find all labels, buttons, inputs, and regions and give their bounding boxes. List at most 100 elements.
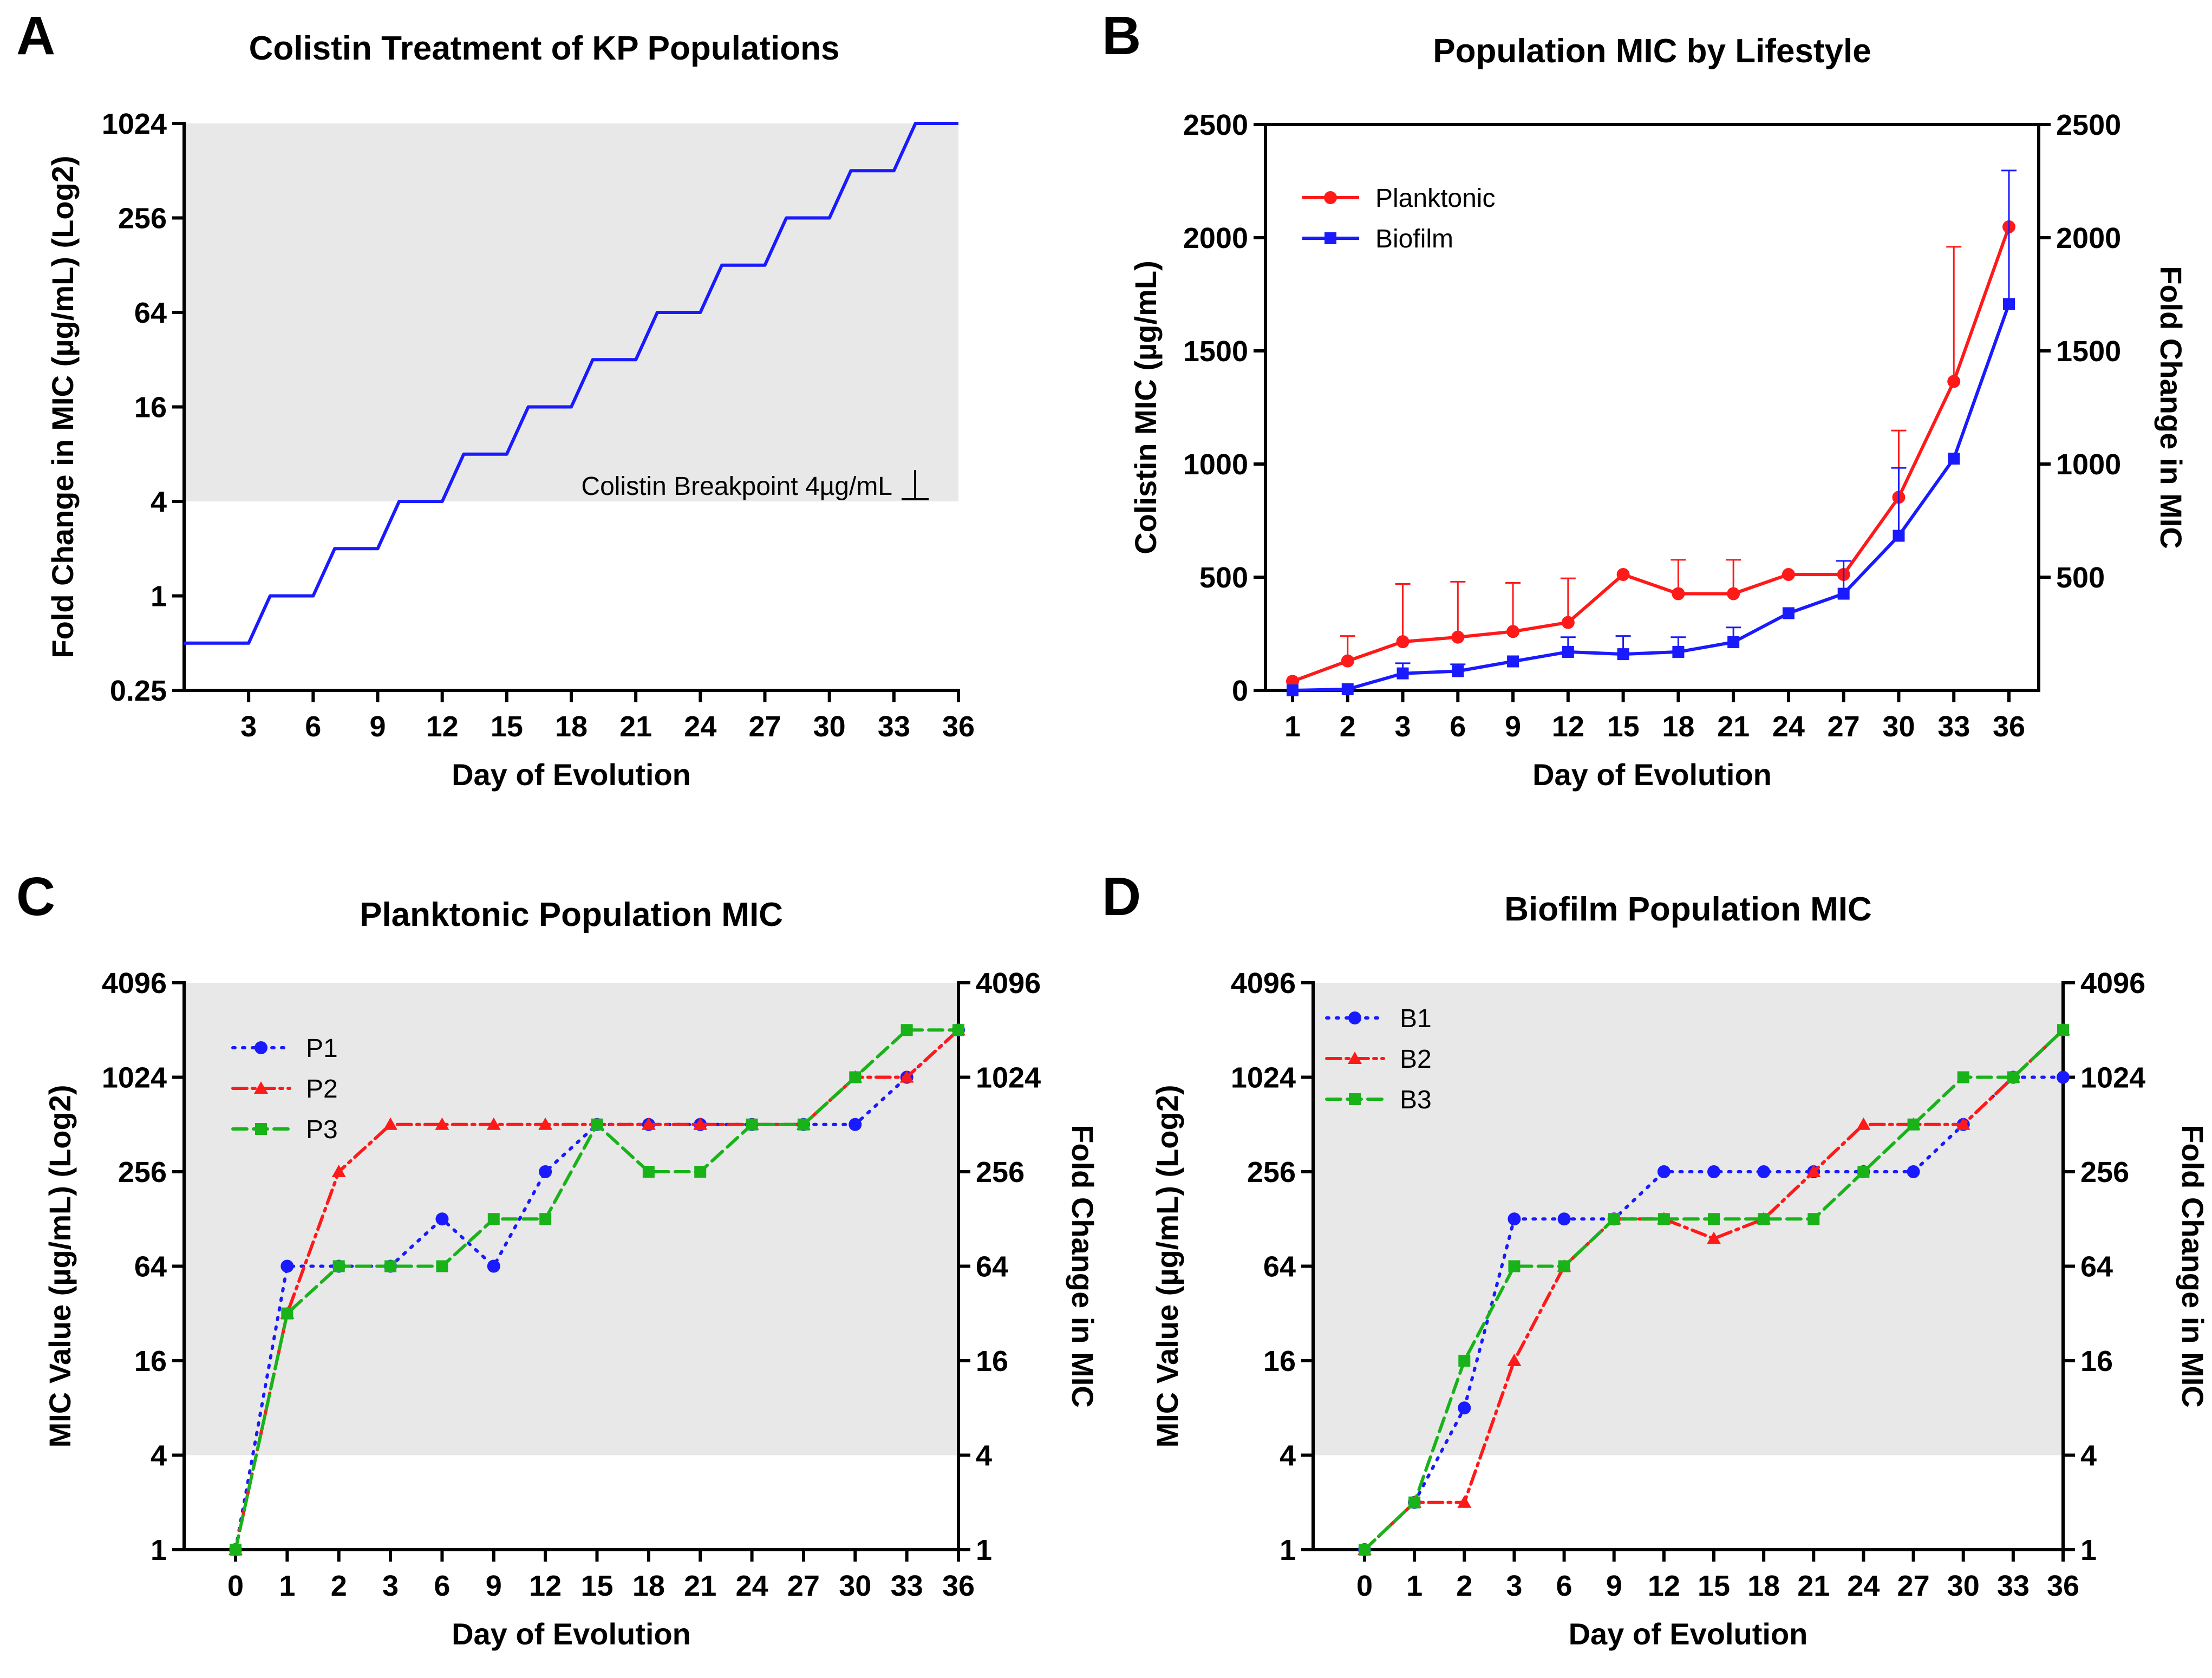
panel-letter: B	[1102, 5, 1141, 66]
data-point	[1616, 567, 1630, 581]
legend-entry: P1	[231, 1034, 338, 1063]
x-tick-label: 12	[426, 710, 459, 743]
x-tick-label: 27	[1897, 1570, 1930, 1602]
x-tick-label: 30	[1947, 1570, 1980, 1602]
data-point	[487, 1259, 500, 1273]
x-tick-label: 18	[1747, 1570, 1780, 1602]
series-line	[184, 122, 958, 645]
data-point	[1458, 1355, 1471, 1367]
y-tick-label: 256	[1247, 1156, 1296, 1189]
data-point	[486, 1117, 501, 1130]
x-tick-label: 1	[279, 1570, 295, 1602]
data-point	[1857, 1166, 1870, 1178]
x-tick-label: 1	[1284, 710, 1301, 743]
data-point	[383, 1117, 398, 1130]
y-tick-label-right: 2000	[2056, 222, 2121, 254]
y-tick-label-right: 4	[2080, 1440, 2097, 1472]
legend-swatch-marker	[1349, 1093, 1361, 1105]
x-tick-label: 30	[813, 710, 846, 743]
y-tick-label-right: 4096	[2080, 967, 2145, 1000]
data-point	[1508, 1212, 1521, 1226]
data-point	[1707, 1231, 1721, 1244]
x-tick-label: 3	[240, 710, 257, 743]
x-tick-label: 33	[1937, 710, 1970, 743]
data-point	[1856, 1117, 1871, 1130]
series-biofilm	[1287, 169, 2017, 696]
legend-label: B2	[1400, 1045, 1432, 1074]
y-tick-label-right: 16	[976, 1345, 1008, 1377]
data-point	[1947, 375, 1961, 388]
x-tick-label: 27	[1828, 710, 1860, 743]
chart-title: Planktonic Population MIC	[360, 896, 783, 933]
legend-entry: P2	[231, 1075, 338, 1104]
y-tick-label: 64	[134, 297, 167, 329]
data-point	[436, 1260, 448, 1272]
x-tick-label: 18	[1662, 710, 1694, 743]
data-point	[1708, 1213, 1720, 1225]
data-point	[1507, 1354, 1522, 1366]
legend-entry: B2	[1325, 1045, 1432, 1074]
x-tick-label: 15	[491, 710, 523, 743]
x-axis-title: Day of Evolution	[452, 758, 691, 792]
data-point	[331, 1165, 346, 1177]
data-point	[1359, 1544, 1371, 1556]
data-point	[1758, 1213, 1770, 1225]
y-tick-label: 0	[1232, 675, 1248, 707]
data-point	[1672, 645, 1685, 658]
y-tick-label: 4096	[102, 967, 167, 1000]
data-point	[1907, 1165, 1920, 1178]
legend-entry: Biofilm	[1302, 225, 1453, 253]
data-point	[1782, 607, 1795, 619]
chart-title: Population MIC by Lifestyle	[1433, 32, 1871, 70]
data-point	[1341, 654, 1354, 668]
legend-label: Biofilm	[1375, 225, 1453, 253]
data-point	[487, 1213, 500, 1225]
y-tick-label-right: 1000	[2056, 448, 2121, 481]
data-point	[538, 1117, 553, 1130]
data-point	[1727, 636, 1740, 648]
y-tick-label: 1024	[102, 108, 167, 140]
data-point	[435, 1117, 449, 1130]
y-tick-label: 1024	[102, 1062, 167, 1094]
y-tick-label: 0.25	[110, 675, 167, 707]
data-point	[1657, 1165, 1671, 1178]
data-point	[952, 1024, 964, 1036]
x-tick-label: 21	[1717, 710, 1750, 743]
data-point	[280, 1259, 294, 1273]
x-tick-label: 24	[736, 1570, 768, 1602]
data-point	[1608, 1213, 1620, 1225]
panel-letter: A	[16, 5, 55, 66]
data-point	[1672, 587, 1685, 600]
y-tick-label: 1500	[1183, 335, 1248, 368]
x-tick-label: 24	[684, 710, 716, 743]
panel-letter: C	[16, 866, 55, 927]
data-point	[539, 1213, 552, 1225]
shaded-region	[184, 983, 958, 1455]
y-tick-label: 256	[118, 203, 167, 235]
data-point	[1341, 683, 1354, 695]
x-tick-label: 36	[1993, 710, 2025, 743]
y-tick-label: 1	[1280, 1534, 1296, 1566]
x-tick-label: 21	[1797, 1570, 1830, 1602]
data-point	[746, 1118, 758, 1131]
legend-label: P3	[306, 1115, 338, 1144]
y-axis-title-right: Fold Change in MIC	[2176, 1125, 2210, 1408]
data-point	[1782, 567, 1795, 581]
y-tick-label: 1000	[1183, 448, 1248, 481]
data-point	[230, 1544, 242, 1556]
y-axis-title: Fold Change in MIC (µg/mL) (Log2)	[45, 155, 80, 658]
data-point	[281, 1307, 293, 1320]
data-point	[1558, 1260, 1570, 1272]
y-tick-label: 16	[134, 1345, 167, 1377]
series-line	[1292, 303, 2011, 692]
data-point	[849, 1118, 862, 1131]
x-tick-label: 2	[1456, 1570, 1472, 1602]
data-point	[1707, 1165, 1720, 1178]
x-tick-label: 36	[2047, 1570, 2079, 1602]
data-point	[591, 1118, 603, 1131]
x-tick-label: 1	[1406, 1570, 1423, 1602]
panel-A: A Colistin Treatment of KP Populations 0.2…	[16, 5, 975, 792]
data-point	[1458, 1401, 1471, 1415]
legend-label: Planktonic	[1375, 184, 1495, 213]
legend-entry: Planktonic	[1302, 184, 1495, 213]
